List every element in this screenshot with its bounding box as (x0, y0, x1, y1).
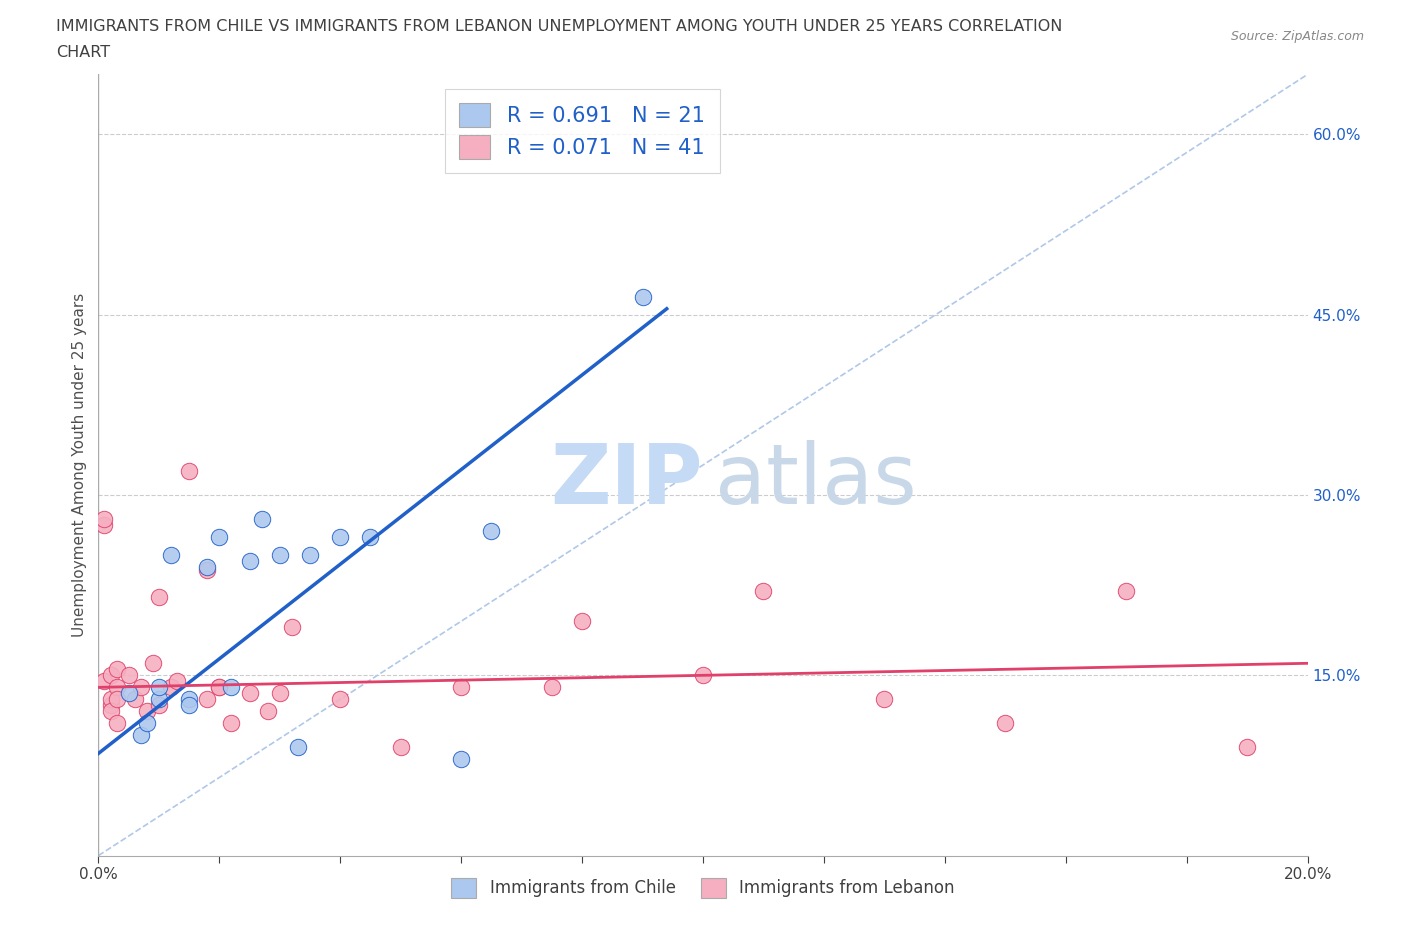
Point (389, 740, 412, 755)
Point (148, 590, 170, 604)
Point (195, 560, 218, 575)
Point (208, 680, 231, 695)
Point (540, 680, 562, 695)
Point (481, 524, 503, 538)
Text: atlas: atlas (716, 440, 917, 521)
Legend: Immigrants from Chile, Immigrants from Lebanon: Immigrants from Chile, Immigrants from L… (443, 870, 963, 906)
Point (299, 548, 322, 563)
Text: IMMIGRANTS FROM CHILE VS IMMIGRANTS FROM LEBANON UNEMPLOYMENT AMONG YOUTH UNDER : IMMIGRANTS FROM CHILE VS IMMIGRANTS FROM… (56, 19, 1063, 33)
Point (160, 548, 183, 563)
Point (873, 692, 896, 707)
Point (118, 668, 141, 683)
Point (239, 553, 262, 568)
Point (148, 680, 170, 695)
Point (142, 656, 165, 671)
Point (135, 716, 157, 731)
Text: Source: ZipAtlas.com: Source: ZipAtlas.com (1230, 30, 1364, 43)
Point (281, 619, 304, 634)
Point (100, 668, 122, 683)
Point (287, 740, 309, 755)
Point (93, 674, 115, 689)
Point (692, 668, 714, 683)
Point (269, 548, 291, 563)
Point (450, 752, 472, 767)
Text: CHART: CHART (56, 45, 110, 60)
Text: ZIP: ZIP (551, 440, 703, 521)
Point (179, 698, 201, 712)
Point (148, 698, 170, 712)
Point (105, 716, 128, 731)
Point (124, 692, 146, 707)
Point (93, 518, 115, 533)
Point (195, 692, 218, 707)
Point (256, 704, 278, 719)
Point (129, 680, 152, 695)
Point (329, 692, 352, 707)
Point (208, 680, 231, 695)
Point (221, 680, 243, 695)
Point (105, 680, 128, 695)
Point (752, 584, 775, 599)
Point (329, 530, 352, 545)
Point (118, 686, 141, 701)
Point (221, 716, 243, 731)
Point (631, 289, 654, 304)
Point (269, 686, 291, 701)
Point (100, 704, 122, 719)
Point (100, 692, 122, 707)
Point (135, 704, 157, 719)
Point (239, 686, 262, 701)
Point (360, 530, 382, 545)
Point (105, 692, 128, 707)
Point (208, 530, 231, 545)
Point (994, 716, 1017, 731)
Y-axis label: Unemployment Among Youth under 25 years: Unemployment Among Youth under 25 years (72, 293, 87, 637)
Point (195, 562, 218, 577)
Point (160, 680, 183, 695)
Point (1115, 584, 1137, 599)
Point (1236, 740, 1258, 755)
Point (166, 674, 188, 689)
Point (179, 463, 201, 478)
Point (93, 512, 115, 526)
Point (571, 614, 593, 629)
Point (129, 728, 152, 743)
Point (100, 698, 122, 712)
Point (148, 692, 170, 707)
Point (450, 680, 472, 695)
Point (179, 692, 201, 707)
Point (250, 512, 273, 526)
Point (105, 662, 128, 677)
